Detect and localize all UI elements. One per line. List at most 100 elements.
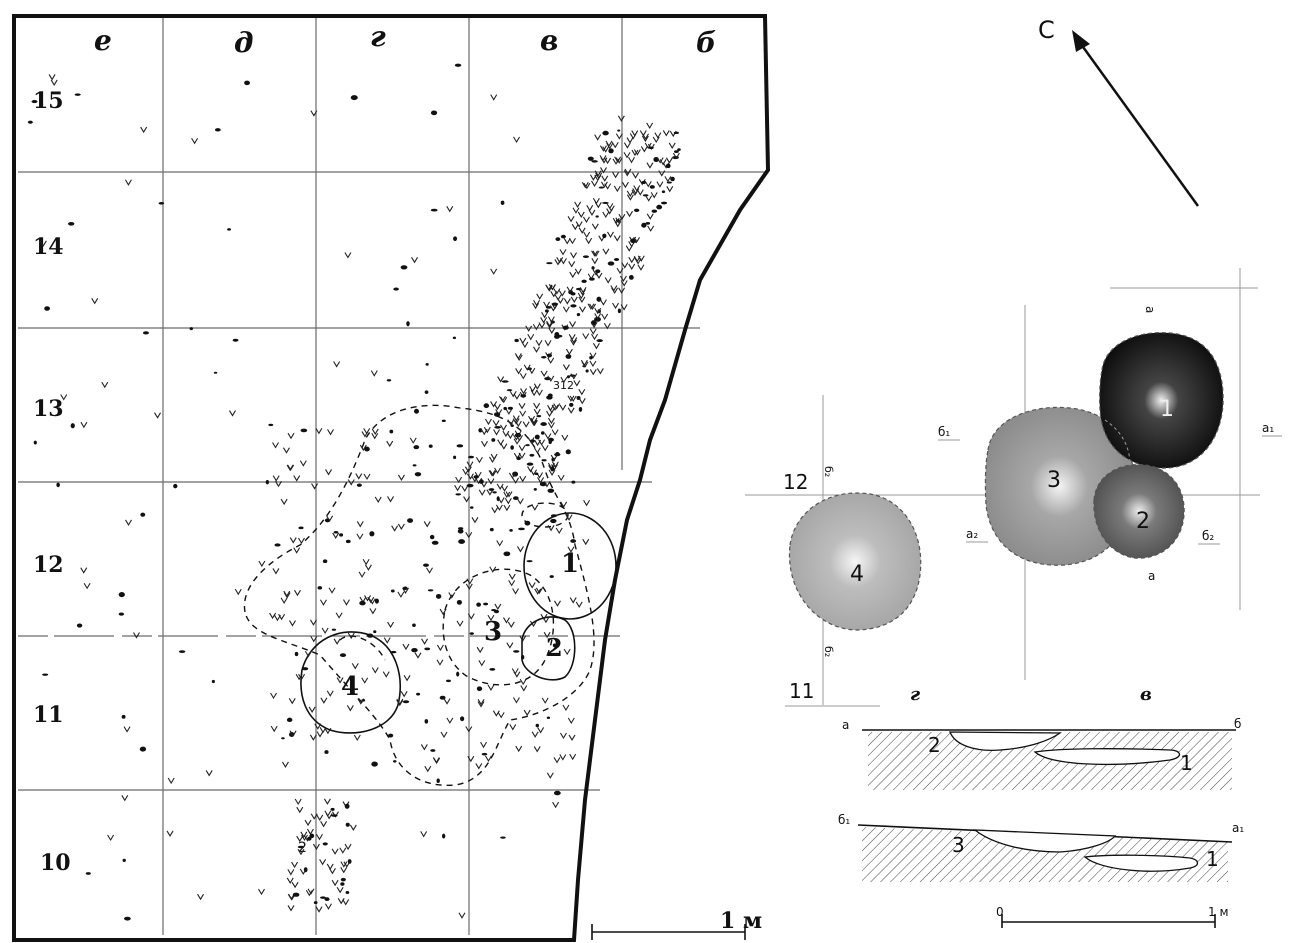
find-mark: [578, 296, 586, 303]
find-mark: [480, 741, 488, 749]
find-mark: [424, 719, 429, 724]
find-mark: [294, 798, 302, 806]
find-mark: [272, 442, 279, 449]
find-mark: [316, 731, 324, 738]
find-mark: [191, 137, 199, 145]
find-mark: [548, 439, 552, 445]
find-mark: [489, 566, 497, 573]
pits-col-v: в: [1140, 684, 1152, 705]
find-mark: [76, 623, 83, 628]
mark-a1: а₁: [1262, 421, 1274, 435]
find-mark: [514, 420, 522, 428]
find-mark: [456, 599, 462, 605]
find-mark: [446, 717, 454, 724]
find-mark: [530, 620, 537, 628]
find-mark: [33, 440, 37, 445]
find-mark: [344, 803, 350, 809]
find-mark: [427, 589, 434, 592]
find-mark: [298, 673, 306, 681]
find-mark: [591, 333, 599, 341]
find-mark: [602, 130, 609, 136]
find-mark: [533, 383, 541, 390]
pits-row-11: 11: [789, 679, 814, 703]
find-mark: [478, 479, 484, 484]
find-mark: [324, 727, 332, 735]
find-mark: [457, 528, 464, 534]
find-mark: [541, 444, 549, 452]
find-mark: [308, 706, 316, 714]
find-mark: [594, 316, 601, 322]
find-mark: [534, 588, 542, 595]
find-mark: [546, 395, 553, 400]
find-mark: [544, 433, 552, 440]
find-mark: [596, 368, 604, 375]
find-mark: [328, 587, 336, 594]
find-mark: [370, 370, 378, 377]
column-label-v: в: [540, 24, 558, 57]
find-mark: [391, 525, 399, 532]
find-mark: [631, 130, 639, 137]
find-mark: [645, 221, 651, 225]
find-mark: [494, 425, 502, 429]
find-mark: [607, 231, 614, 239]
find-mark: [307, 888, 315, 895]
find-mark: [553, 288, 561, 295]
find-mark: [553, 790, 561, 796]
find-mark: [628, 263, 636, 270]
find-mark: [629, 133, 637, 140]
find-mark: [496, 483, 504, 490]
find-mark: [559, 404, 567, 411]
find-mark: [549, 575, 554, 578]
find-mark: [339, 533, 344, 537]
find-mark: [493, 609, 500, 614]
find-mark: [503, 617, 510, 624]
find-mark: [382, 671, 390, 678]
find-mark: [626, 190, 634, 198]
find-mark: [508, 573, 516, 581]
find-mark: [617, 129, 621, 132]
find-mark: [294, 651, 299, 657]
find-mark: [606, 142, 614, 150]
find-mark: [567, 216, 575, 223]
find-mark: [589, 277, 595, 281]
find-mark: [615, 217, 623, 224]
find-mark: [412, 464, 417, 467]
find-mark: [555, 452, 560, 456]
find-mark: [411, 257, 419, 264]
find-mark: [633, 237, 640, 244]
find-mark: [288, 698, 296, 705]
find-mark: [541, 459, 547, 462]
find-mark: [423, 521, 431, 528]
find-mark: [606, 203, 614, 210]
find-mark: [626, 194, 634, 201]
find-mark: [583, 499, 591, 507]
find-mark: [570, 296, 578, 304]
find-mark: [362, 558, 370, 566]
find-mark: [424, 647, 431, 651]
find-mark: [393, 760, 397, 763]
find-mark: [309, 619, 317, 626]
find-mark: [330, 807, 335, 811]
find-mark: [534, 472, 539, 476]
find-mark: [513, 671, 521, 678]
find-mark: [289, 537, 297, 544]
find-mark: [333, 638, 341, 645]
find-mark: [541, 697, 549, 704]
pits-row-12: 12: [783, 470, 808, 494]
find-mark: [574, 201, 582, 208]
find-mark: [513, 650, 520, 653]
find-mark: [293, 475, 301, 482]
find-mark: [300, 428, 308, 433]
find-mark: [623, 142, 631, 149]
find-mark: [578, 388, 586, 396]
find-mark: [560, 376, 568, 384]
find-mark: [615, 157, 623, 164]
find-mark: [665, 157, 673, 164]
find-mark: [469, 632, 474, 635]
find-mark: [646, 162, 654, 169]
find-mark: [420, 831, 428, 838]
find-mark: [333, 531, 339, 534]
find-mark: [598, 186, 605, 189]
find-mark: [550, 291, 558, 298]
find-mark: [310, 813, 318, 820]
